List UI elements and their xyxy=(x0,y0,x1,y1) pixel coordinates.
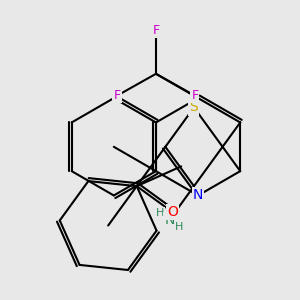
Text: H: H xyxy=(156,208,164,218)
Text: N: N xyxy=(193,188,203,203)
Text: F: F xyxy=(152,23,160,37)
Text: H: H xyxy=(175,222,184,232)
Text: F: F xyxy=(191,89,199,102)
Text: O: O xyxy=(167,205,178,219)
Text: F: F xyxy=(113,89,121,102)
Text: N: N xyxy=(164,213,175,226)
Text: S: S xyxy=(190,100,198,114)
